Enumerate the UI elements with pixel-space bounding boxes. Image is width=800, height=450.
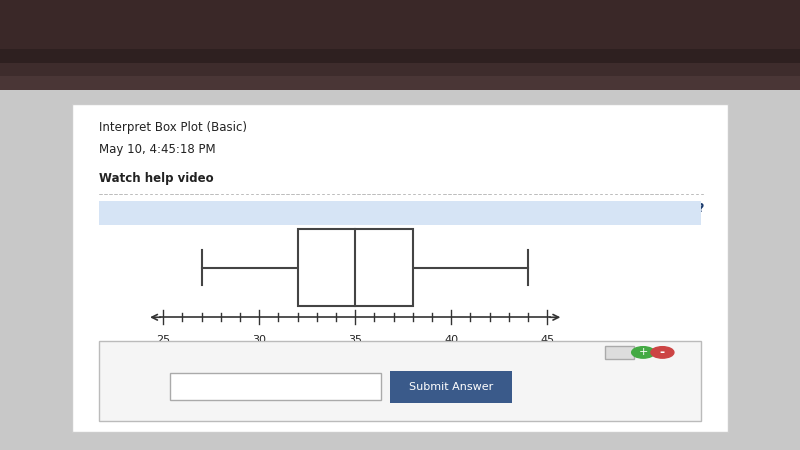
Text: 45: 45 — [540, 335, 554, 345]
Text: +: + — [638, 347, 648, 357]
Text: -: - — [660, 346, 665, 359]
Text: Interpret Box Plot (Basic): Interpret Box Plot (Basic) — [99, 121, 247, 134]
FancyBboxPatch shape — [170, 373, 381, 400]
Text: 30: 30 — [252, 335, 266, 345]
Text: Answer:: Answer: — [118, 369, 168, 382]
Text: 40: 40 — [444, 335, 458, 345]
Text: 25: 25 — [156, 335, 170, 345]
FancyBboxPatch shape — [390, 371, 512, 403]
Circle shape — [651, 346, 674, 358]
FancyBboxPatch shape — [605, 346, 634, 359]
Bar — [298, 230, 413, 306]
Text: The box plot below represents some data set. What is the minimum value of the da: The box plot below represents some data … — [106, 202, 704, 215]
Text: Submit Answer: Submit Answer — [409, 382, 494, 392]
Text: attempt 1 out of 2: attempt 1 out of 2 — [586, 405, 682, 415]
FancyBboxPatch shape — [99, 201, 701, 225]
Text: May 10, 4:45:18 PM: May 10, 4:45:18 PM — [99, 143, 216, 156]
Text: 35: 35 — [348, 335, 362, 345]
Text: Watch help video: Watch help video — [99, 172, 214, 185]
Circle shape — [632, 346, 654, 358]
FancyBboxPatch shape — [99, 341, 701, 421]
